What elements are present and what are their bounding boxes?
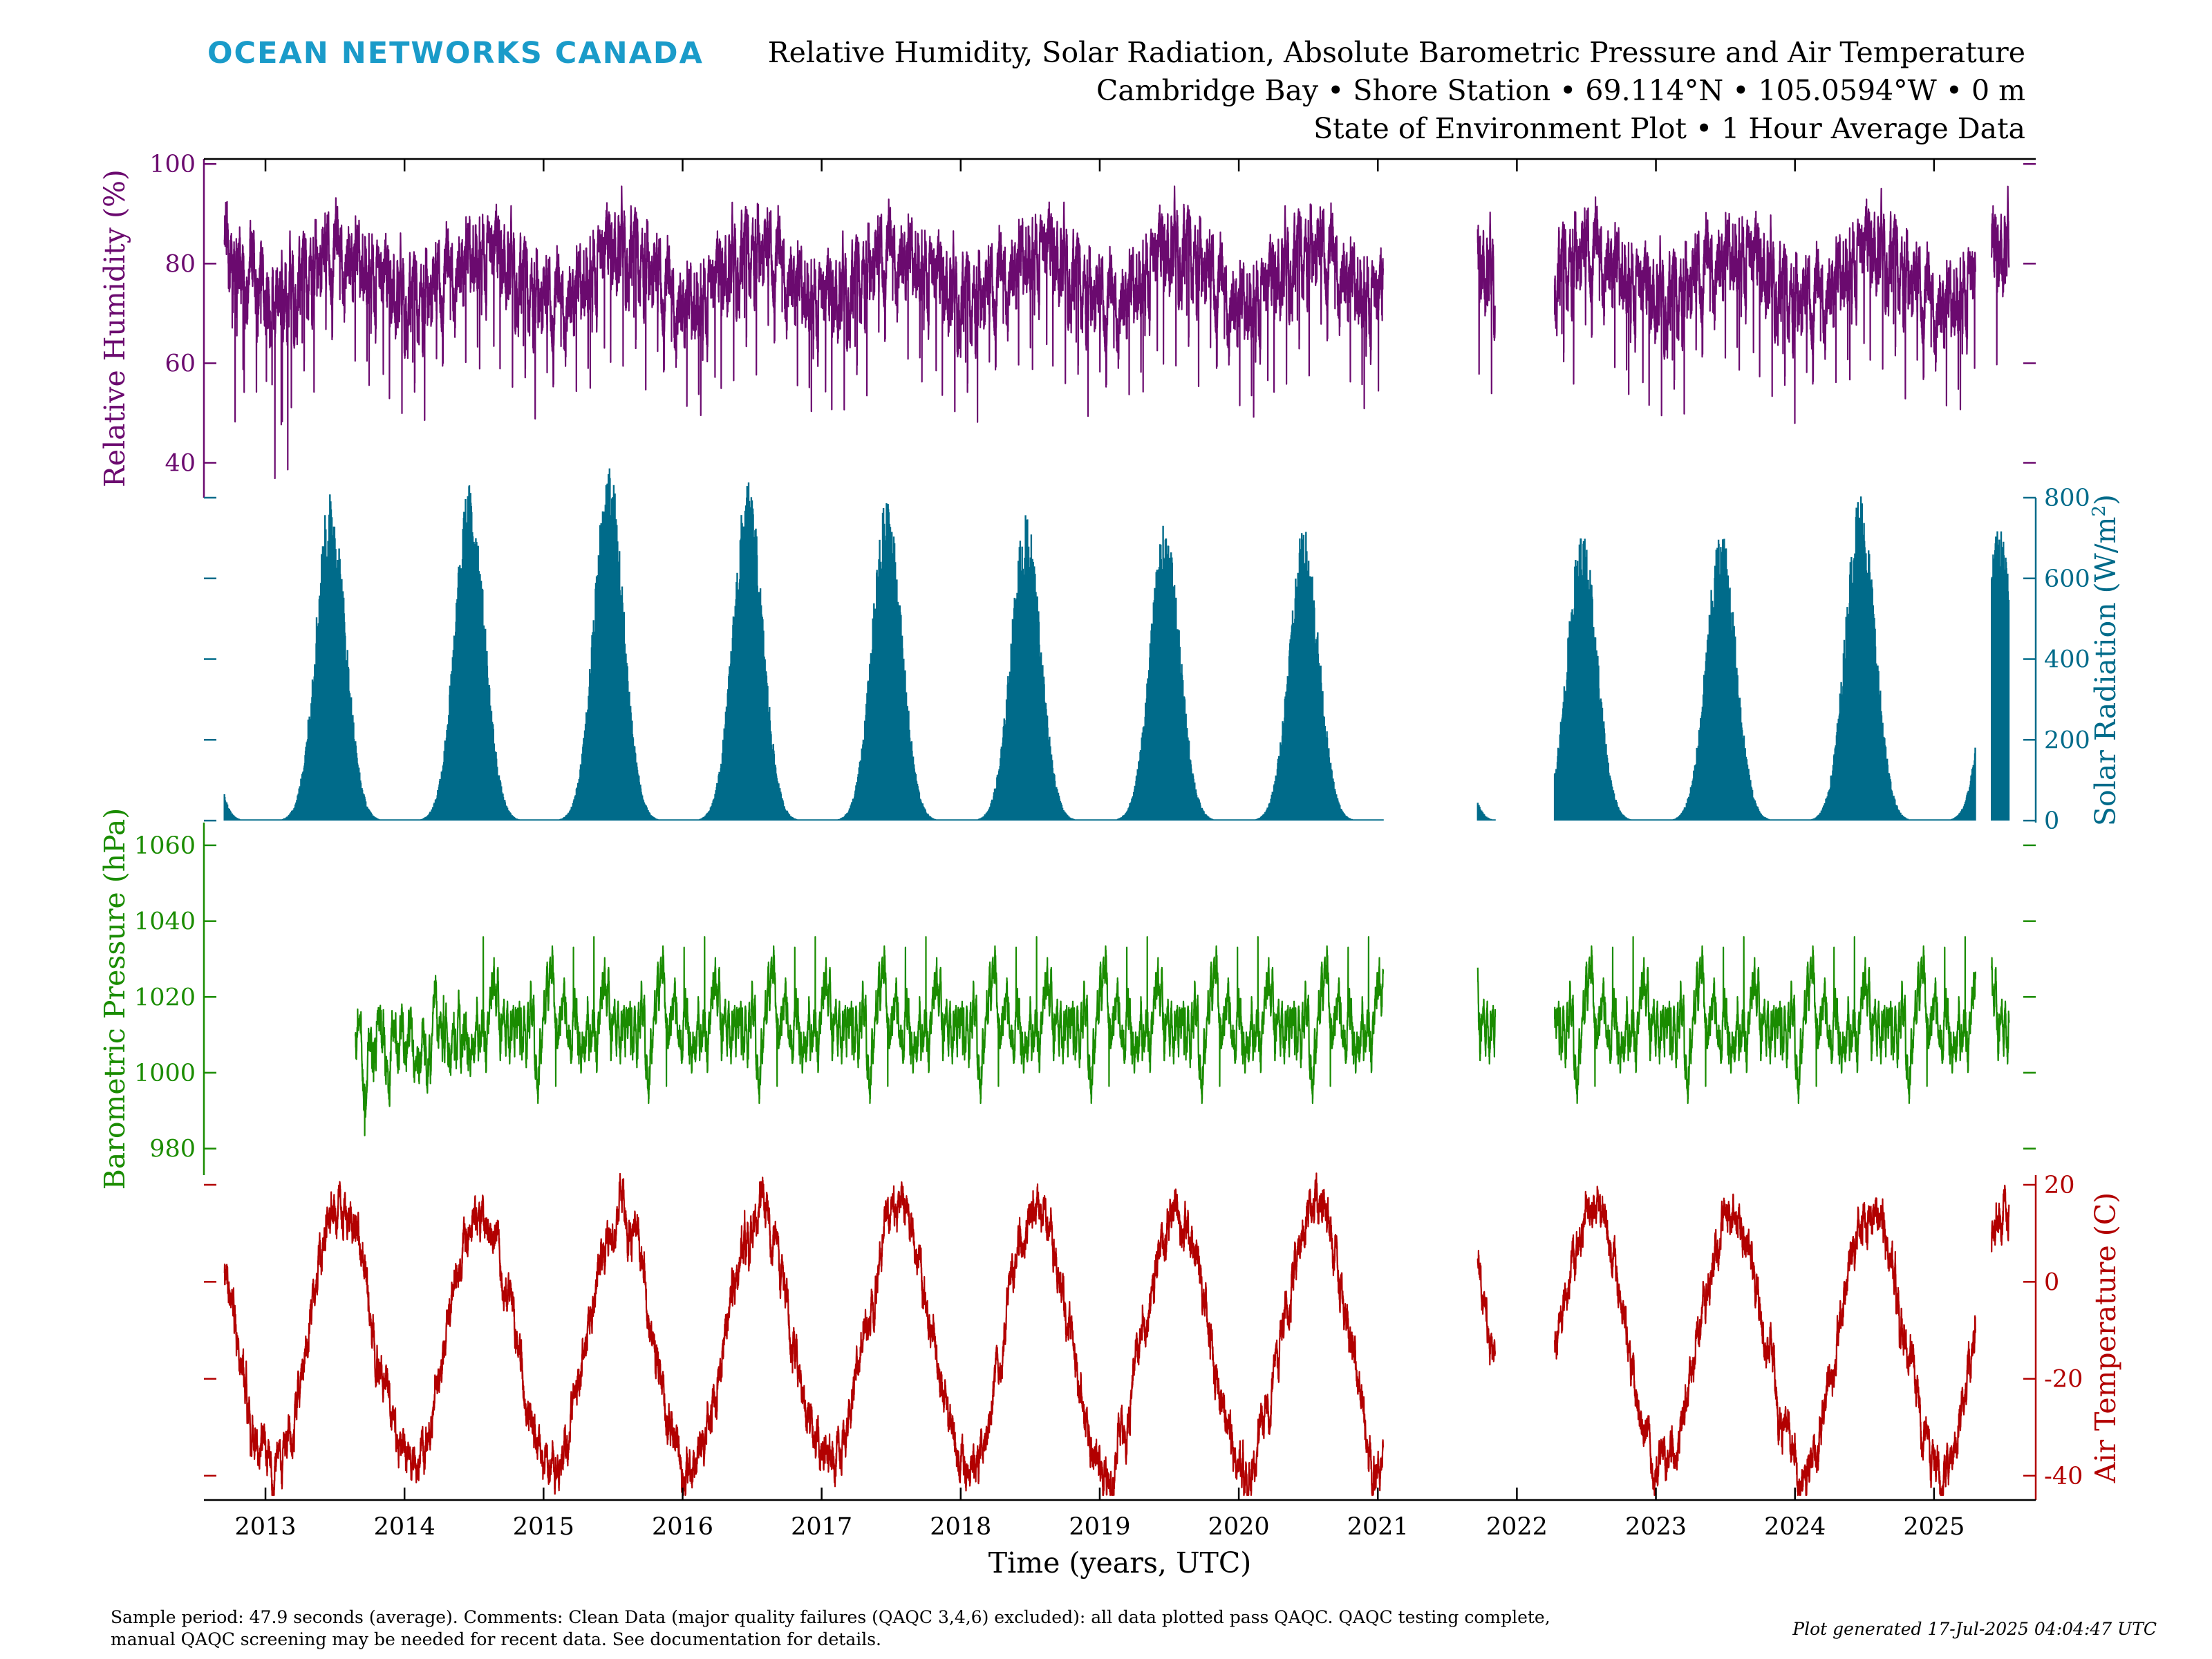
y-tick-label-solar: 0 [2044, 807, 2059, 835]
x-tick-label: 2023 [1625, 1513, 1687, 1541]
series-line-solar-radiation [223, 468, 2010, 821]
x-tick-label: 2024 [1764, 1513, 1826, 1541]
chart-title: Relative Humidity, Solar Radiation, Abso… [767, 36, 2025, 69]
plot-generated-timestamp: Plot generated 17-Jul-2025 04:04:47 UTC [1792, 1619, 2157, 1639]
x-tick-label: 2025 [1903, 1513, 1965, 1541]
footer-note-line1: Sample period: 47.9 seconds (average). C… [111, 1607, 1550, 1627]
panel-pressure [355, 936, 2010, 1136]
panel-temperature [223, 1172, 2010, 1497]
x-axis-title: Time (years, UTC) [988, 1546, 1251, 1580]
y-tick-label-solar: 800 [2044, 485, 2090, 512]
y-axis-title-solar: Solar Radiation (W/m2) [2089, 494, 2122, 826]
y-tick-label-temperature: 0 [2044, 1268, 2059, 1296]
y-axis-title-temperature: Air Temperature (C) [2089, 1192, 2122, 1483]
series-line-pressure [355, 936, 2010, 1136]
y-tick-label-humidity: 40 [165, 450, 196, 478]
y-tick-label-temperature: -40 [2044, 1463, 2083, 1490]
y-tick-label-solar: 400 [2044, 646, 2090, 674]
panel-solar [223, 468, 2010, 821]
chart-subtitle-location: Cambridge Bay • Shore Station • 69.114°N… [1096, 74, 2025, 107]
y-tick-label-temperature: -20 [2044, 1366, 2083, 1394]
y-tick-label-solar: 600 [2044, 565, 2090, 593]
y-tick-label-humidity: 100 [149, 151, 196, 178]
y-tick-label-solar: 200 [2044, 727, 2090, 754]
x-tick-label: 2022 [1486, 1513, 1548, 1541]
panels-layer [223, 185, 2010, 1497]
x-tick-label: 2018 [930, 1513, 991, 1541]
y-tick-label-pressure: 980 [149, 1136, 196, 1163]
x-tick-label: 2016 [652, 1513, 713, 1541]
series-line-humidity [223, 185, 2010, 480]
y-axis-title-pressure: Barometric Pressure (hPa) [98, 808, 131, 1190]
y-tick-label-temperature: 20 [2044, 1172, 2075, 1199]
y-tick-label-humidity: 80 [165, 250, 196, 278]
x-tick-label: 2014 [374, 1513, 435, 1541]
series-line-temperature [223, 1172, 2010, 1497]
x-tick-label: 2017 [791, 1513, 852, 1541]
x-tick-label: 2013 [234, 1513, 296, 1541]
y-tick-label-humidity: 60 [165, 350, 196, 377]
x-tick-label: 2020 [1208, 1513, 1270, 1541]
y-tick-label-pressure: 1060 [134, 832, 196, 860]
chart-subtitle-type: State of Environment Plot • 1 Hour Avera… [1313, 112, 2025, 145]
x-tick-label: 2021 [1347, 1513, 1409, 1541]
y-tick-label-pressure: 1000 [134, 1060, 196, 1087]
panel-humidity [223, 185, 2010, 480]
footer-note-line2: manual QAQC screening may be needed for … [111, 1629, 881, 1649]
onc-logo: OCEAN NETWORKS CANADA [207, 36, 704, 71]
y-axis-title-humidity: Relative Humidity (%) [98, 169, 131, 487]
y-tick-label-pressure: 1020 [134, 984, 196, 1011]
x-tick-label: 2015 [513, 1513, 574, 1541]
y-tick-label-pressure: 1040 [134, 908, 196, 936]
x-tick-label: 2019 [1069, 1513, 1130, 1541]
